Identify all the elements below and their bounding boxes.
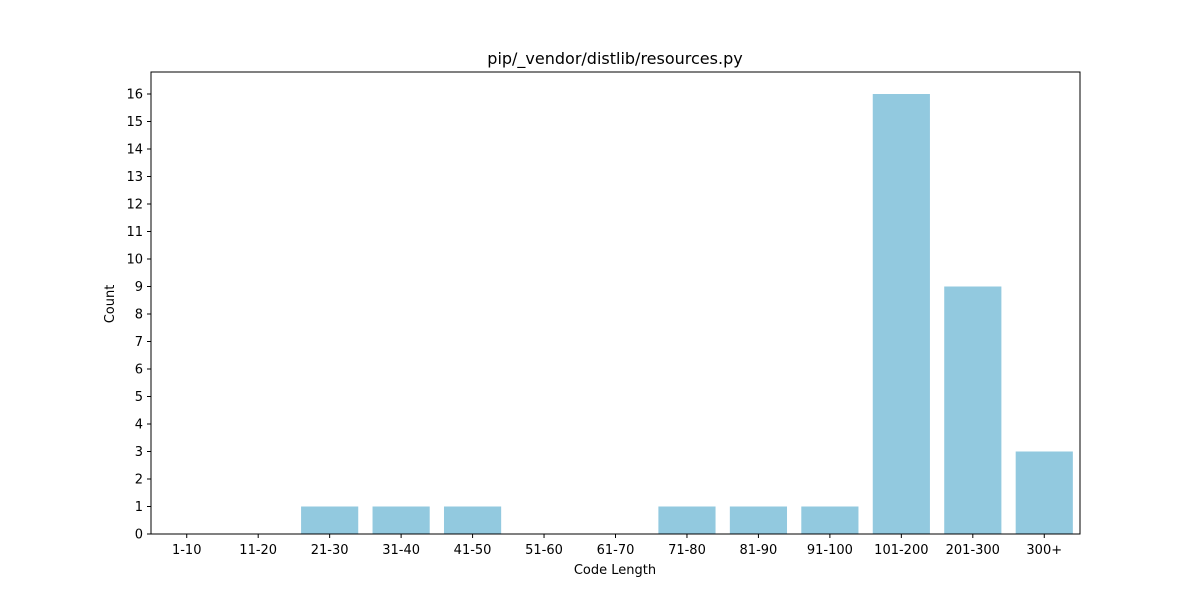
x-tick-label: 41-50 — [454, 543, 492, 558]
y-tick-label: 15 — [126, 115, 143, 130]
bar-31-40 — [372, 506, 430, 534]
y-tick-label: 11 — [126, 225, 143, 240]
x-tick-label: 81-90 — [740, 543, 778, 558]
y-tick-label: 9 — [135, 280, 143, 295]
x-tick-label: 71-80 — [668, 543, 706, 558]
y-tick-label: 13 — [126, 170, 143, 185]
plot-frame — [150, 71, 1081, 535]
bar-300+ — [1015, 451, 1073, 534]
x-tick-label: 21-30 — [311, 543, 349, 558]
x-tick-label: 61-70 — [597, 543, 635, 558]
x-tick-label: 300+ — [1026, 543, 1062, 558]
y-tick-label: 8 — [135, 308, 143, 323]
x-tick-label: 11-20 — [239, 543, 277, 558]
y-tick-label: 10 — [126, 253, 143, 268]
x-tick-label: 101-200 — [874, 543, 928, 558]
y-tick-label: 6 — [135, 363, 143, 378]
bar-81-90 — [729, 506, 788, 534]
chart-title: pip/_vendor/distlib/resources.py — [487, 49, 742, 69]
x-axis-ticks: 1-10 11-20 21-30 31-40 41-50 51-60 61-70 71-80 8… — [172, 534, 1062, 558]
x-tick-label: 51-60 — [525, 543, 563, 558]
bars-group — [301, 94, 1073, 534]
y-tick-label: 4 — [135, 418, 143, 433]
y-tick-label: 1 — [135, 500, 143, 515]
x-tick-label: 201-300 — [946, 543, 1000, 558]
x-tick-label: 1-10 — [172, 543, 202, 558]
bar-201-300 — [944, 286, 1002, 534]
y-tick-label: 12 — [126, 198, 143, 213]
bar-21-30 — [301, 506, 359, 534]
y-tick-label: 2 — [135, 473, 143, 488]
bar-101-200 — [872, 94, 930, 534]
y-tick-label: 3 — [135, 445, 143, 460]
x-tick-label: 91-100 — [807, 543, 853, 558]
y-tick-label: 14 — [126, 143, 143, 158]
bar-71-80 — [658, 506, 716, 534]
y-tick-label: 7 — [135, 335, 143, 350]
y-tick-label: 16 — [126, 88, 143, 103]
x-tick-label: 31-40 — [382, 543, 420, 558]
bar-41-50 — [443, 506, 502, 534]
y-axis-label: Count — [103, 285, 118, 324]
x-axis-label: Code Length — [574, 563, 656, 578]
y-tick-label: 0 — [135, 528, 143, 543]
y-tick-label: 5 — [135, 390, 143, 405]
bar-91-100 — [801, 506, 859, 534]
